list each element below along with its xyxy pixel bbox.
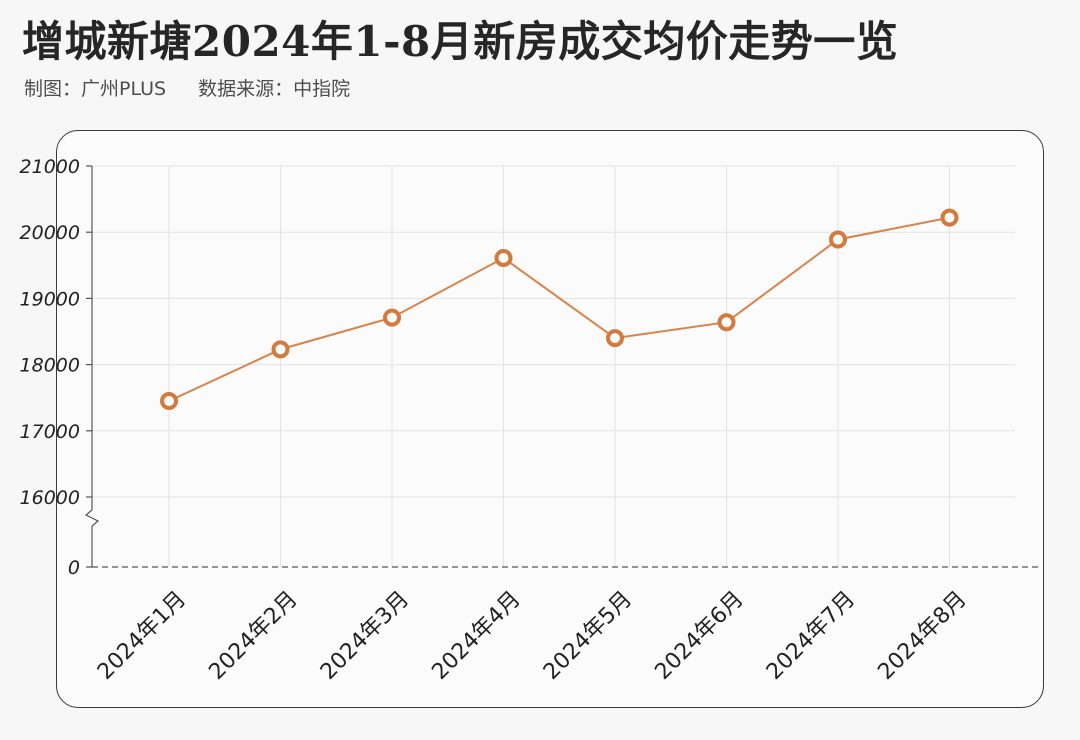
data-point	[717, 313, 736, 332]
x-tick-label: 2024年5月	[539, 587, 637, 685]
y-tick-label: 18000	[20, 355, 80, 377]
subtitle: 制图：广州PLUS 数据来源：中指院	[24, 74, 376, 101]
data-point	[940, 208, 959, 227]
series-line	[168, 216, 950, 402]
data-point	[829, 230, 847, 249]
axis-break-mark	[84, 509, 100, 527]
x-tick-label: 2024年7月	[762, 587, 860, 685]
x-tick-label: 2024年8月	[873, 587, 971, 685]
chart-card	[56, 130, 1044, 708]
x-tick-label: 2024年6月	[650, 587, 748, 685]
y-tick-label: 16000	[20, 487, 80, 509]
x-tick-label: 2024年3月	[316, 587, 414, 685]
y-tick-label: 0	[68, 557, 80, 579]
data-point	[160, 392, 178, 411]
y-tick-label: 19000	[20, 288, 80, 310]
data-point	[383, 308, 401, 327]
data-point	[606, 329, 624, 348]
y-tick-label: 21000	[20, 156, 80, 178]
x-tick-label: 2024年1月	[93, 587, 191, 685]
chart-maker: 制图：广州PLUS	[24, 78, 167, 100]
x-tick-label: 2024年4月	[427, 587, 525, 685]
page-title: 增城新塘2024年1-8月新房成交均价走势一览	[22, 17, 899, 66]
x-tick-label: 2024年2月	[204, 587, 302, 685]
y-tick-label: 20000	[20, 222, 80, 244]
data-source: 数据来源：中指院	[198, 78, 351, 100]
data-point	[271, 340, 290, 359]
data-point	[494, 249, 513, 268]
y-tick-label: 17000	[20, 421, 80, 443]
